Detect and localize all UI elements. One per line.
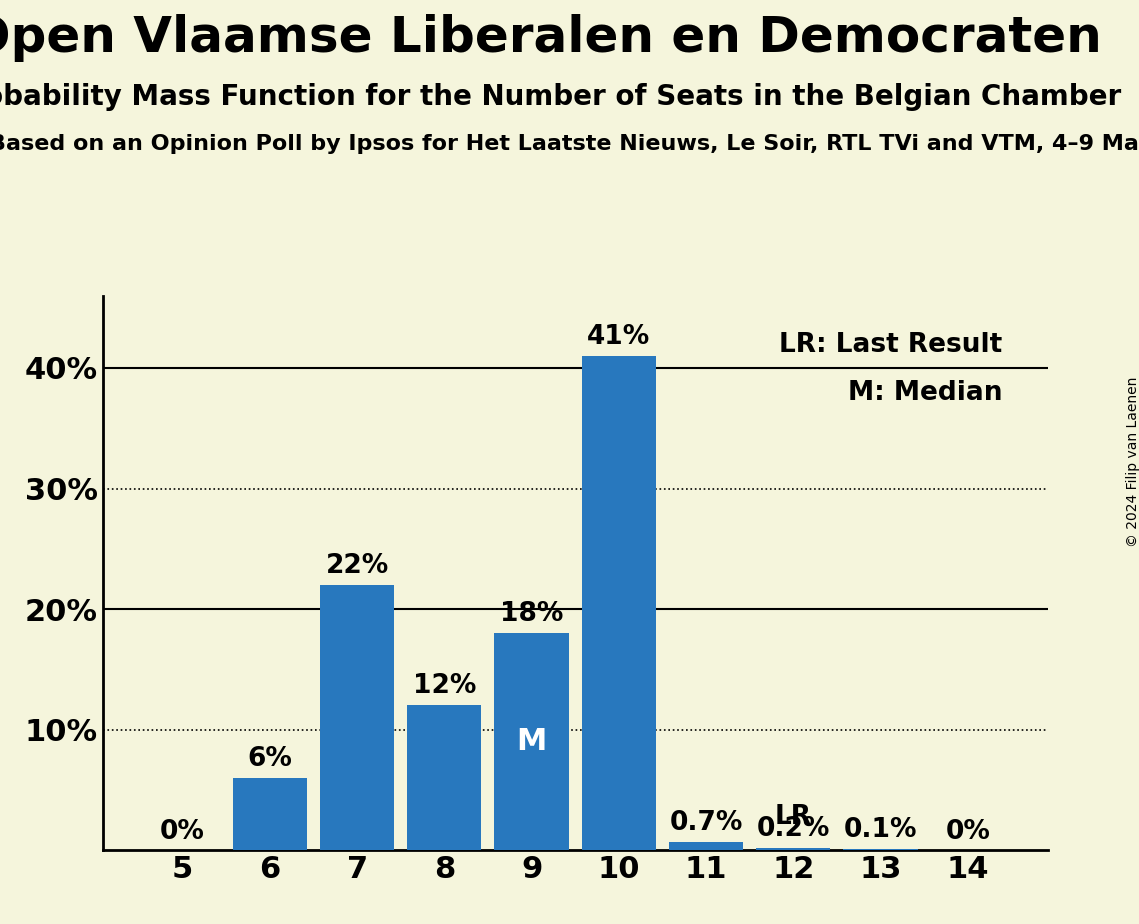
Bar <box>669 842 743 850</box>
Text: LR: LR <box>775 804 812 830</box>
Text: 0%: 0% <box>945 820 990 845</box>
Bar <box>408 705 482 850</box>
Text: Probability Mass Function for the Number of Seats in the Belgian Chamber: Probability Mass Function for the Number… <box>0 83 1121 111</box>
Text: M: Median: M: Median <box>849 380 1002 406</box>
Text: 0.1%: 0.1% <box>844 817 917 843</box>
Text: © 2024 Filip van Laenen: © 2024 Filip van Laenen <box>1126 377 1139 547</box>
Text: 0.7%: 0.7% <box>670 809 743 835</box>
Text: 6%: 6% <box>247 746 293 772</box>
Text: 12%: 12% <box>412 674 476 699</box>
Text: M: M <box>516 727 547 756</box>
Bar <box>582 356 656 850</box>
Text: 0.2%: 0.2% <box>756 816 830 842</box>
Bar <box>232 778 306 850</box>
Bar <box>494 633 568 850</box>
Text: 22%: 22% <box>326 553 388 579</box>
Bar <box>756 847 830 850</box>
Text: LR: Last Result: LR: Last Result <box>779 332 1002 358</box>
Text: 41%: 41% <box>588 324 650 350</box>
Bar <box>320 585 394 850</box>
Text: 18%: 18% <box>500 602 564 627</box>
Text: 0%: 0% <box>161 820 205 845</box>
Text: Based on an Opinion Poll by Ipsos for Het Laatste Nieuws, Le Soir, RTL TVi and V: Based on an Opinion Poll by Ipsos for He… <box>0 134 1139 154</box>
Bar <box>844 849 918 850</box>
Text: Open Vlaamse Liberalen en Democraten: Open Vlaamse Liberalen en Democraten <box>0 14 1103 62</box>
